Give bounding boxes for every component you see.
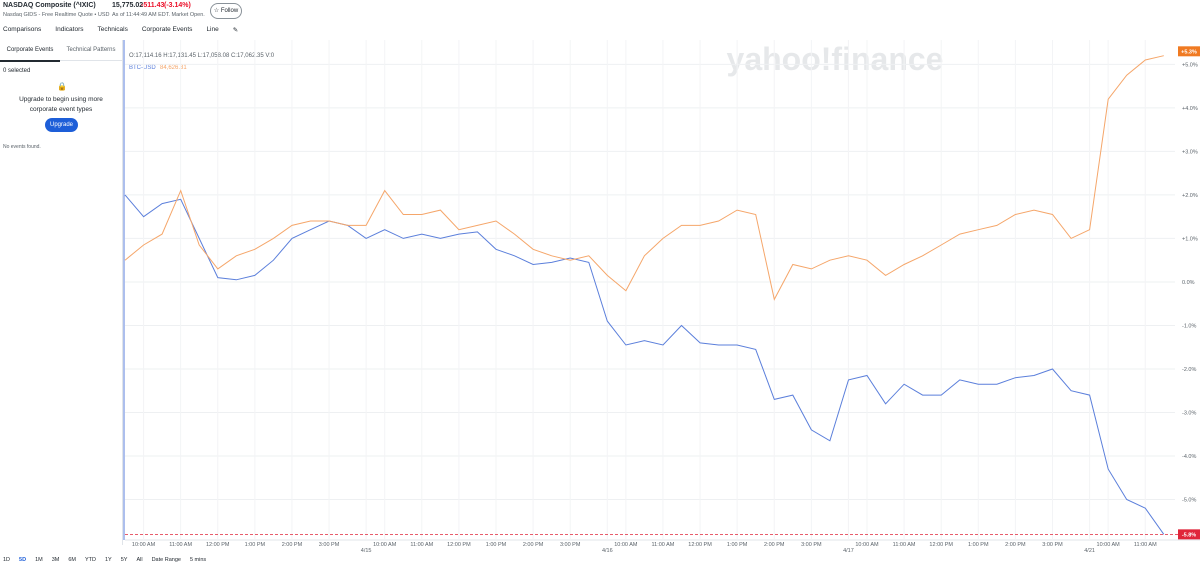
- x-tick-label: 10:00 AM: [132, 542, 156, 548]
- y-tick-label: -3.0%: [1182, 410, 1196, 416]
- range[interactable]: 1Y: [104, 557, 112, 563]
- x-tick-label: 12:00 PM: [447, 542, 471, 548]
- x-tick-label: 12:00 PM: [688, 542, 712, 548]
- upgrade-button[interactable]: Upgrade: [45, 118, 78, 132]
- x-tick-label: 12:00 PM: [206, 542, 230, 548]
- y-tick-label: +4.0%: [1182, 106, 1198, 112]
- x-tick-label: 4/15: [361, 548, 372, 554]
- x-tick-label: 3:00 PM: [560, 542, 581, 548]
- toolbar-item[interactable]: Indicators: [55, 26, 84, 33]
- y-tick-label: +5.0%: [1182, 62, 1198, 68]
- x-tick-label: 11:00 AM: [169, 542, 192, 548]
- x-tick-label: 3:00 PM: [1042, 542, 1063, 548]
- toolbar: Comparisons Indicators Technicals Corpor…: [3, 26, 238, 34]
- x-tick-label: 4/16: [602, 548, 613, 554]
- x-tick-label: 10:00 AM: [614, 542, 638, 548]
- x-tick-label: 2:00 PM: [523, 542, 544, 548]
- tab[interactable]: Corporate Events: [0, 40, 60, 62]
- upgrade-text: Upgrade to begin using more corporate ev…: [19, 96, 103, 113]
- draw-icon[interactable]: ✎: [232, 27, 239, 34]
- empty-text: No events found.: [3, 144, 41, 150]
- legend-name: BTC-USD: [129, 65, 156, 71]
- toolbar-item[interactable]: Comparisons: [3, 26, 42, 33]
- y-tick-label: +3.0%: [1182, 149, 1198, 155]
- series-line: [124, 55, 1164, 301]
- x-tick-label: 10:00 AM: [373, 542, 397, 548]
- y-tick-label: -2.0%: [1182, 367, 1196, 373]
- x-tick-label: 12:00 PM: [929, 542, 953, 548]
- quote-time: As of 11:44:49 AM EDT. Market Open.: [112, 12, 205, 18]
- selected[interactable]: 0 selected: [3, 68, 31, 74]
- x-tick-label: 2:00 PM: [282, 542, 303, 548]
- x-tick-label: 11:00 AM: [652, 542, 675, 548]
- tab[interactable]: Technical Patterns: [60, 40, 122, 61]
- badge: [1178, 529, 1200, 540]
- range[interactable]: 5D: [19, 557, 27, 563]
- x-tick-label: 2:00 PM: [1005, 542, 1026, 548]
- toolbar-item[interactable]: Technicals: [97, 26, 128, 33]
- watermark: yahoo!finance: [727, 41, 944, 77]
- range[interactable]: 1M: [35, 557, 43, 563]
- x-tick-label: 10:00 AM: [1097, 542, 1121, 548]
- series-line: [124, 194, 1165, 535]
- x-tick-label: 4/21: [1084, 548, 1095, 554]
- x-tick-label: 1:00 PM: [968, 542, 989, 548]
- change-pct: (-3.14%): [164, 2, 191, 9]
- price: 15,775.02: [112, 2, 144, 9]
- interval[interactable]: 5 mins: [189, 557, 207, 563]
- follow-button[interactable]: ☆ Follow: [210, 3, 242, 19]
- x-tick-label: 1:00 PM: [727, 542, 748, 548]
- toolbar-item[interactable]: Corporate Events: [141, 26, 193, 33]
- lock-icon: 🔒: [57, 82, 67, 91]
- sidebar: Corporate Events Technical Patterns 0 se…: [0, 40, 123, 545]
- range[interactable]: 3M: [51, 557, 60, 563]
- y-tick-label: +2.0%: [1182, 193, 1198, 199]
- range[interactable]: 1D: [3, 557, 11, 563]
- toolbar-item[interactable]: Line: [206, 26, 219, 33]
- x-tick-label: 11:00 AM: [410, 542, 433, 548]
- ohlc: O:17,114.16 H:17,131.45 L:17,058.08 C:17…: [129, 53, 275, 59]
- y-tick-label: -4.0%: [1182, 454, 1196, 460]
- y-tick-label: 0.0%: [1182, 280, 1195, 286]
- quote-subtitle: Nasdaq GIDS - Free Realtime Quote • USD: [3, 12, 110, 18]
- x-tick-label: 1:00 PM: [245, 542, 266, 548]
- range[interactable]: All: [136, 557, 143, 563]
- y-tick-label: +1.0%: [1182, 236, 1198, 242]
- y-tick-label: -5.0%: [1182, 498, 1196, 504]
- badge: [1178, 46, 1200, 57]
- range[interactable]: YTD: [84, 557, 96, 563]
- legend-value: 84,626.31: [160, 65, 187, 71]
- follow-label: Follow: [220, 8, 239, 14]
- x-tick-label: 3:00 PM: [319, 542, 340, 548]
- date-range[interactable]: Date Range: [151, 557, 181, 563]
- x-tick-label: 3:00 PM: [801, 542, 822, 548]
- change: -511.43: [141, 2, 165, 9]
- x-tick-label: 2:00 PM: [764, 542, 785, 548]
- x-tick-label: 1:00 PM: [486, 542, 507, 548]
- range[interactable]: 5Y: [120, 557, 128, 563]
- range[interactable]: 6M: [68, 557, 76, 563]
- badge-label: -5.8%: [1182, 532, 1196, 538]
- x-tick-label: 10:00 AM: [855, 542, 879, 548]
- x-tick-label: 11:00 AM: [893, 542, 916, 548]
- quote-title: NASDAQ Composite (^IXIC): [3, 2, 96, 9]
- y-tick-label: -1.0%: [1182, 323, 1196, 329]
- x-tick-label: 11:00 AM: [1134, 542, 1157, 548]
- x-tick-label: 4/17: [843, 548, 854, 554]
- badge-label: +5.3%: [1181, 49, 1197, 55]
- footer: 1D 5D 1M 3M 6M YTD 1Y 5Y All Date Range …: [3, 557, 206, 563]
